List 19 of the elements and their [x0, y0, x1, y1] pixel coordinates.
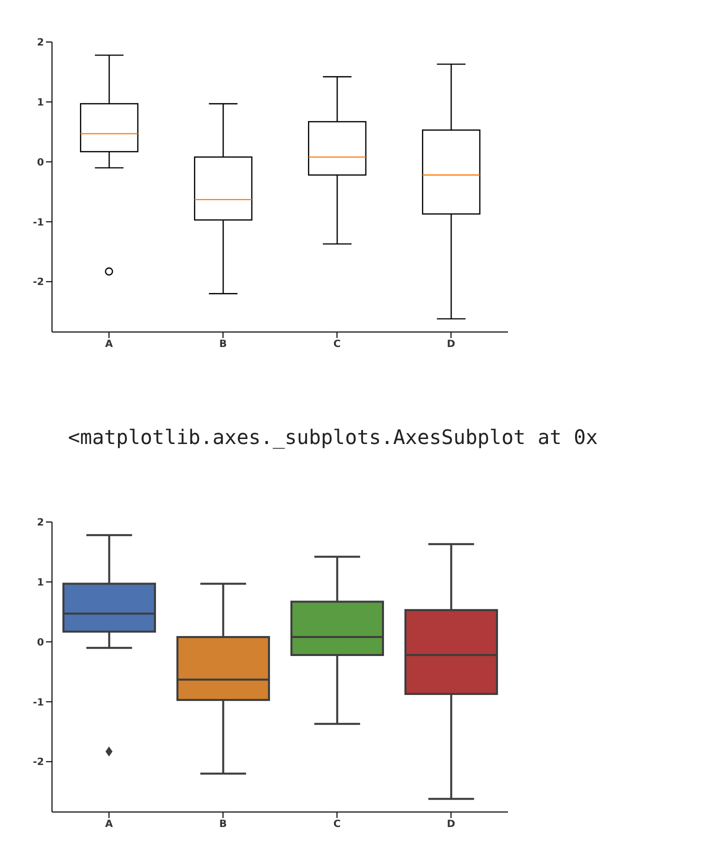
y-tick-label: -2: [32, 757, 44, 768]
x-tick-label: A: [105, 339, 114, 350]
x-tick-label: C: [333, 339, 341, 350]
y-tick-label: 2: [37, 38, 44, 49]
x-tick-label: B: [219, 339, 227, 350]
x-tick-label: C: [333, 819, 341, 830]
y-tick-label: 1: [37, 577, 44, 588]
x-tick-label: B: [219, 819, 227, 830]
x-tick-label: D: [446, 339, 456, 350]
x-tick-label: A: [105, 819, 114, 830]
y-tick-label: 1: [37, 97, 44, 108]
y-tick-label: 0: [37, 157, 44, 168]
y-tick-label: 0: [37, 637, 44, 648]
y-tick-label: -2: [32, 277, 44, 288]
x-tick-label: D: [446, 819, 456, 830]
text: <matplotlib.axes._subplots.AxesSubplot at 0x: [67, 424, 599, 451]
y-tick-label: 2: [37, 518, 44, 529]
y-tick-label: -1: [32, 697, 44, 708]
y-tick-label: -1: [32, 217, 44, 228]
